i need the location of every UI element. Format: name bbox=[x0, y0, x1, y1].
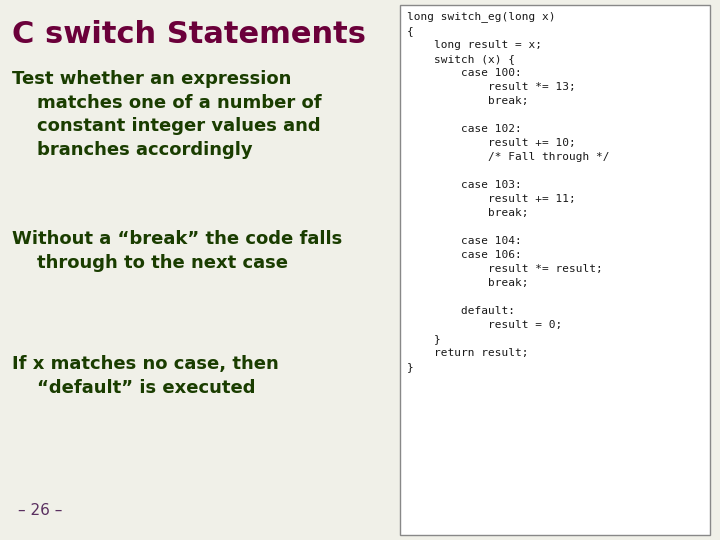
Text: C switch Statements: C switch Statements bbox=[12, 20, 366, 49]
Text: – 26 –: – 26 – bbox=[18, 503, 63, 518]
Text: If x matches no case, then
    “default” is executed: If x matches no case, then “default” is … bbox=[12, 355, 279, 396]
Text: Test whether an expression
    matches one of a number of
    constant integer v: Test whether an expression matches one o… bbox=[12, 70, 322, 159]
Text: Without a “break” the code falls
    through to the next case: Without a “break” the code falls through… bbox=[12, 230, 342, 272]
FancyBboxPatch shape bbox=[400, 5, 710, 535]
Text: long switch_eg(long x)
{
    long result = x;
    switch (x) {
        case 100:: long switch_eg(long x) { long result = x… bbox=[407, 11, 610, 372]
